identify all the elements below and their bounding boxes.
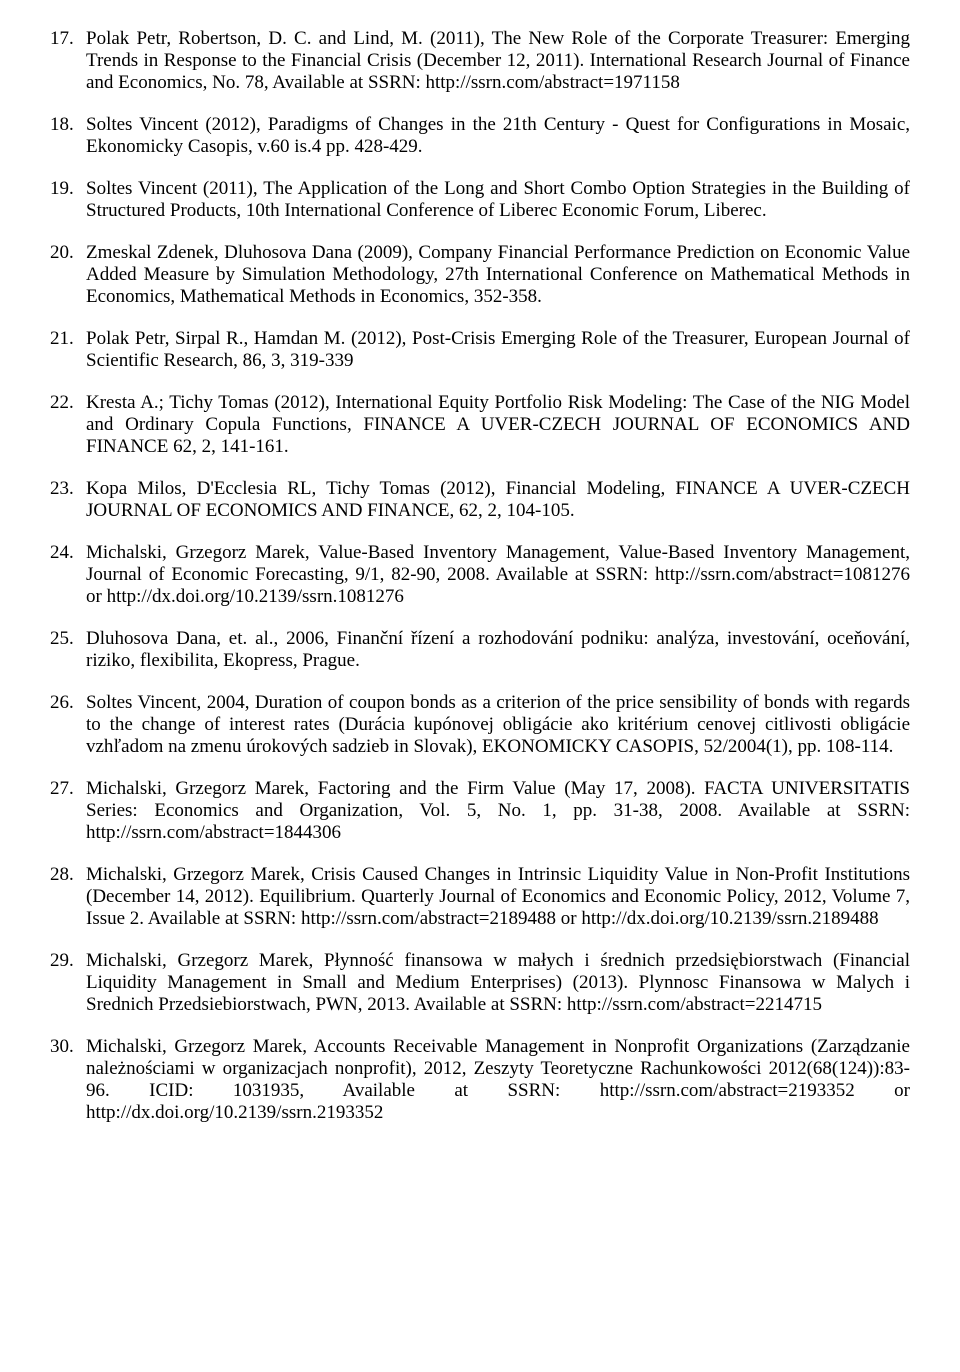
reference-number: 18. [50, 114, 74, 136]
reference-number: 30. [50, 1036, 74, 1058]
reference-number: 21. [50, 328, 74, 350]
reference-number: 23. [50, 478, 74, 500]
reference-item: 26. Soltes Vincent, 2004, Duration of cou… [50, 692, 910, 758]
reference-text: Zmeskal Zdenek, Dluhosova Dana (2009), C… [86, 242, 910, 307]
reference-item: 24. Michalski, Grzegorz Marek, Value-Base… [50, 542, 910, 608]
reference-item: 17. Polak Petr, Robertson, D. C. and Lind… [50, 28, 910, 94]
reference-text: Polak Petr, Robertson, D. C. and Lind, M… [86, 28, 910, 93]
reference-number: 20. [50, 242, 74, 264]
reference-text: Michalski, Grzegorz Marek, Factoring and… [86, 778, 910, 843]
reference-number: 17. [50, 28, 74, 50]
reference-number: 22. [50, 392, 74, 414]
reference-text: Soltes Vincent (2012), Paradigms of Chan… [86, 114, 910, 157]
reference-number: 29. [50, 950, 74, 972]
reference-item: 18. Soltes Vincent (2012), Paradigms of C… [50, 114, 910, 158]
reference-number: 24. [50, 542, 74, 564]
reference-item: 28. Michalski, Grzegorz Marek, Crisis Cau… [50, 864, 910, 930]
reference-list: 17. Polak Petr, Robertson, D. C. and Lind… [50, 28, 910, 1124]
reference-number: 25. [50, 628, 74, 650]
reference-text: Soltes Vincent (2011), The Application o… [86, 178, 910, 221]
reference-item: 23. Kopa Milos, D'Ecclesia RL, Tichy Toma… [50, 478, 910, 522]
reference-item: 29. Michalski, Grzegorz Marek, Płynność f… [50, 950, 910, 1016]
reference-text: Michalski, Grzegorz Marek, Accounts Rece… [86, 1036, 910, 1123]
reference-item: 27. Michalski, Grzegorz Marek, Factoring … [50, 778, 910, 844]
reference-item: 20. Zmeskal Zdenek, Dluhosova Dana (2009)… [50, 242, 910, 308]
reference-text: Kresta A.; Tichy Tomas (2012), Internati… [86, 392, 910, 457]
reference-text: Polak Petr, Sirpal R., Hamdan M. (2012),… [86, 328, 910, 371]
reference-item: 19. Soltes Vincent (2011), The Applicatio… [50, 178, 910, 222]
reference-number: 28. [50, 864, 74, 886]
reference-text: Michalski, Grzegorz Marek, Crisis Caused… [86, 864, 910, 929]
reference-number: 19. [50, 178, 74, 200]
reference-text: Michalski, Grzegorz Marek, Value-Based I… [86, 542, 910, 607]
reference-text: Soltes Vincent, 2004, Duration of coupon… [86, 692, 910, 757]
reference-text: Kopa Milos, D'Ecclesia RL, Tichy Tomas (… [86, 478, 910, 521]
reference-text: Dluhosova Dana, et. al., 2006, Finanční … [86, 628, 910, 671]
reference-item: 30. Michalski, Grzegorz Marek, Accounts R… [50, 1036, 910, 1124]
reference-item: 25. Dluhosova Dana, et. al., 2006, Finanč… [50, 628, 910, 672]
reference-item: 22. Kresta A.; Tichy Tomas (2012), Intern… [50, 392, 910, 458]
reference-number: 26. [50, 692, 74, 714]
reference-item: 21. Polak Petr, Sirpal R., Hamdan M. (201… [50, 328, 910, 372]
reference-number: 27. [50, 778, 74, 800]
reference-text: Michalski, Grzegorz Marek, Płynność fina… [86, 950, 910, 1015]
